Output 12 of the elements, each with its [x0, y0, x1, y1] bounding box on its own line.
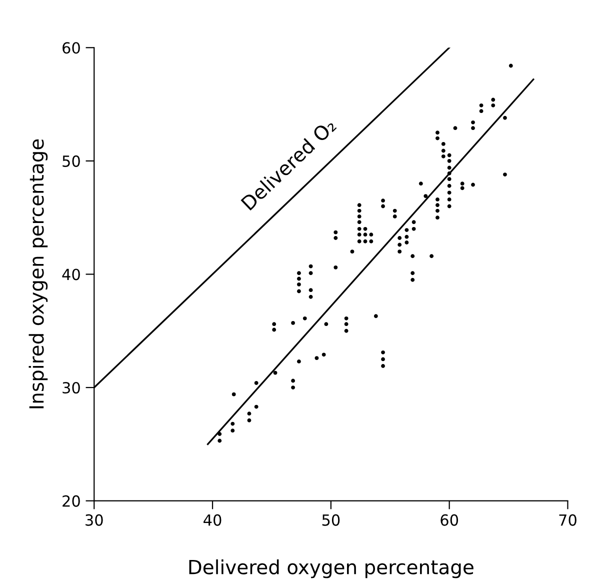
y-tick-label: 50: [62, 155, 80, 167]
y-tick-label: 30: [62, 382, 80, 394]
x-tick-label: 70: [559, 514, 576, 526]
x-tick-label: 40: [204, 514, 222, 526]
y-tick-label: 20: [62, 495, 80, 507]
y-tick-label: 40: [62, 268, 80, 280]
x-axis-title: Delivered oxygen percentage: [189, 559, 474, 578]
y-axis-title: Inspired oxygen percentage: [28, 139, 48, 408]
y-tick-label: 60: [62, 42, 80, 54]
x-tick-label: 30: [86, 514, 103, 526]
x-tick-label: 50: [322, 514, 340, 526]
x-tick-label: 60: [440, 514, 458, 526]
